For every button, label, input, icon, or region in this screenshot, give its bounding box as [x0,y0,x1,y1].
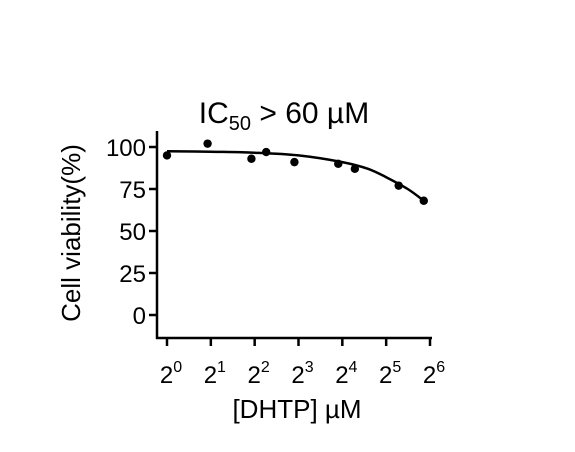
chart-title-suffix: > 60 µM [251,97,369,130]
x-tick-label: 20 [160,359,182,389]
chart-title-prefix: IC [199,97,229,130]
data-point [162,151,172,160]
x-tick-exponent: 1 [217,359,226,376]
x-tick-label: 22 [248,359,270,389]
x-axis-label: [DHTP] µM [232,394,361,424]
x-tick-base: 2 [248,362,261,389]
x-tick-exponent: 3 [305,359,314,376]
x-tick-exponent: 6 [436,359,445,376]
data-point [350,164,360,174]
x-tick-exponent: 5 [392,359,401,376]
y-tick-label: 50 [119,219,146,246]
x-tick-exponent: 2 [261,359,270,376]
x-tick-label: 26 [423,359,445,389]
x-tick-exponent: 0 [173,359,182,376]
x-tick-label: 21 [204,359,226,389]
chart-title-subscript: 50 [229,113,251,135]
chart-title: IC50 > 60 µM [199,97,369,135]
y-tick-label: 25 [119,261,146,288]
data-point [261,147,271,157]
x-tick-base: 2 [379,362,392,389]
x-tick-base: 2 [423,362,436,389]
x-tick-base: 2 [160,362,173,389]
x-tick-base: 2 [291,362,304,389]
x-tick-base: 2 [335,362,348,389]
data-point [419,196,428,205]
x-tick-exponent: 4 [349,359,358,376]
x-tick-label: 24 [335,359,357,389]
data-point [334,159,343,168]
y-tick-label: 75 [119,177,146,204]
x-tick-base: 2 [204,362,217,389]
data-point [290,157,299,167]
data-point [203,139,212,148]
x-tick-label: 25 [379,359,401,389]
data-point [394,181,403,190]
x-tick-label: 23 [291,359,313,389]
data-point [247,154,256,163]
y-tick-label: 100 [106,135,146,162]
data-points [162,139,428,205]
y-tick-label: 0 [133,303,146,330]
y-axis-label: Cell viability(%) [56,144,86,322]
